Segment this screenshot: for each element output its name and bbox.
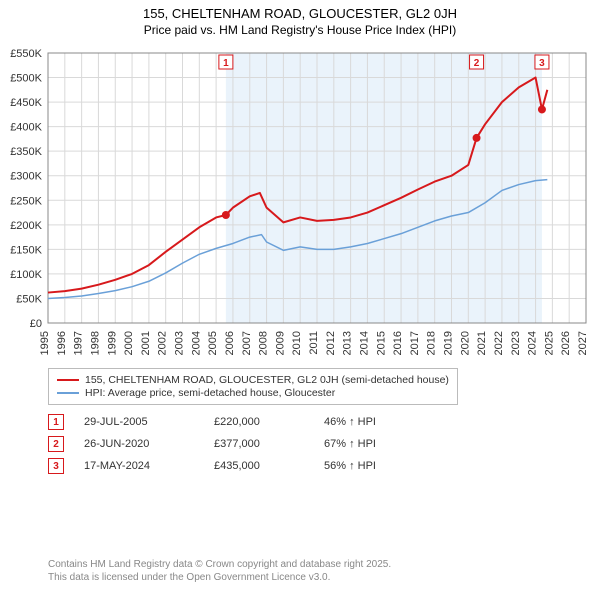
svg-text:2017: 2017: [409, 331, 421, 355]
svg-text:2001: 2001: [140, 331, 152, 355]
legend-item: HPI: Average price, semi-detached house,…: [57, 387, 449, 399]
event-row: 2 26-JUN-2020 £377,000 67% ↑ HPI: [48, 436, 376, 452]
svg-text:2018: 2018: [426, 331, 438, 355]
svg-text:2021: 2021: [476, 331, 488, 355]
svg-text:1: 1: [223, 58, 229, 69]
event-date: 26-JUN-2020: [84, 438, 194, 450]
svg-text:1998: 1998: [89, 331, 101, 355]
event-price: £377,000: [214, 438, 304, 450]
svg-text:2004: 2004: [190, 331, 202, 355]
legend-label: HPI: Average price, semi-detached house,…: [85, 387, 335, 399]
footer-line-2: This data is licensed under the Open Gov…: [48, 571, 391, 584]
svg-text:£450K: £450K: [10, 97, 42, 109]
svg-text:1995: 1995: [39, 331, 51, 355]
event-badge: 3: [48, 458, 64, 474]
svg-text:2008: 2008: [258, 331, 270, 355]
svg-text:£500K: £500K: [10, 73, 42, 85]
svg-text:2010: 2010: [291, 331, 303, 355]
svg-text:2006: 2006: [224, 331, 236, 355]
legend-label: 155, CHELTENHAM ROAD, GLOUCESTER, GL2 0J…: [85, 374, 449, 386]
event-badge: 2: [48, 436, 64, 452]
svg-text:£350K: £350K: [10, 146, 42, 158]
svg-text:2009: 2009: [274, 331, 286, 355]
legend-swatch: [57, 392, 79, 394]
event-date: 29-JUL-2005: [84, 416, 194, 428]
svg-text:2023: 2023: [510, 331, 522, 355]
svg-text:2015: 2015: [375, 331, 387, 355]
svg-text:2011: 2011: [308, 331, 320, 355]
svg-text:£400K: £400K: [10, 122, 42, 134]
event-price: £435,000: [214, 460, 304, 472]
svg-text:2013: 2013: [342, 331, 354, 355]
svg-text:£0: £0: [30, 318, 42, 330]
svg-text:£250K: £250K: [10, 195, 42, 207]
event-row: 1 29-JUL-2005 £220,000 46% ↑ HPI: [48, 414, 376, 430]
svg-text:2000: 2000: [123, 331, 135, 355]
page-title-1: 155, CHELTENHAM ROAD, GLOUCESTER, GL2 0J…: [0, 6, 600, 21]
event-date: 17-MAY-2024: [84, 460, 194, 472]
svg-text:2020: 2020: [459, 331, 471, 355]
svg-text:2007: 2007: [241, 331, 253, 355]
svg-text:2014: 2014: [358, 331, 370, 355]
event-price: £220,000: [214, 416, 304, 428]
svg-text:1996: 1996: [56, 331, 68, 355]
event-row: 3 17-MAY-2024 £435,000 56% ↑ HPI: [48, 458, 376, 474]
footer: Contains HM Land Registry data © Crown c…: [48, 558, 391, 584]
svg-text:2: 2: [474, 58, 480, 69]
svg-text:£200K: £200K: [10, 220, 42, 232]
svg-text:2002: 2002: [157, 331, 169, 355]
footer-line-1: Contains HM Land Registry data © Crown c…: [48, 558, 391, 571]
svg-text:2024: 2024: [527, 331, 539, 355]
svg-text:2026: 2026: [560, 331, 572, 355]
chart: £0 £50K £100K £150K £200K £250K £300K £350K £400…: [0, 43, 600, 363]
svg-text:2012: 2012: [325, 331, 337, 355]
svg-text:2019: 2019: [443, 331, 455, 355]
svg-text:2003: 2003: [174, 331, 186, 355]
event-badge: 1: [48, 414, 64, 430]
events-table: 1 29-JUL-2005 £220,000 46% ↑ HPI 2 26-JUN-202…: [48, 408, 376, 480]
chart-svg: £0 £50K £100K £150K £200K £250K £300K £350K £400…: [0, 43, 600, 363]
svg-text:1999: 1999: [106, 331, 118, 355]
svg-text:£550K: £550K: [10, 48, 42, 60]
event-pct: 56% ↑ HPI: [324, 460, 376, 472]
svg-text:£100K: £100K: [10, 269, 42, 281]
legend: 155, CHELTENHAM ROAD, GLOUCESTER, GL2 0J…: [48, 368, 458, 405]
svg-text:2016: 2016: [392, 331, 404, 355]
svg-text:£150K: £150K: [10, 244, 42, 256]
svg-text:2022: 2022: [493, 331, 505, 355]
svg-text:2027: 2027: [577, 331, 589, 355]
legend-swatch: [57, 379, 79, 381]
svg-text:£50K: £50K: [16, 293, 42, 305]
svg-text:2005: 2005: [207, 331, 219, 355]
svg-text:2025: 2025: [543, 331, 555, 355]
page-title-2: Price paid vs. HM Land Registry's House …: [0, 23, 600, 37]
event-pct: 46% ↑ HPI: [324, 416, 376, 428]
svg-text:£300K: £300K: [10, 171, 42, 183]
legend-item: 155, CHELTENHAM ROAD, GLOUCESTER, GL2 0J…: [57, 374, 449, 386]
event-pct: 67% ↑ HPI: [324, 438, 376, 450]
svg-text:1997: 1997: [73, 331, 85, 355]
svg-text:3: 3: [539, 58, 545, 69]
